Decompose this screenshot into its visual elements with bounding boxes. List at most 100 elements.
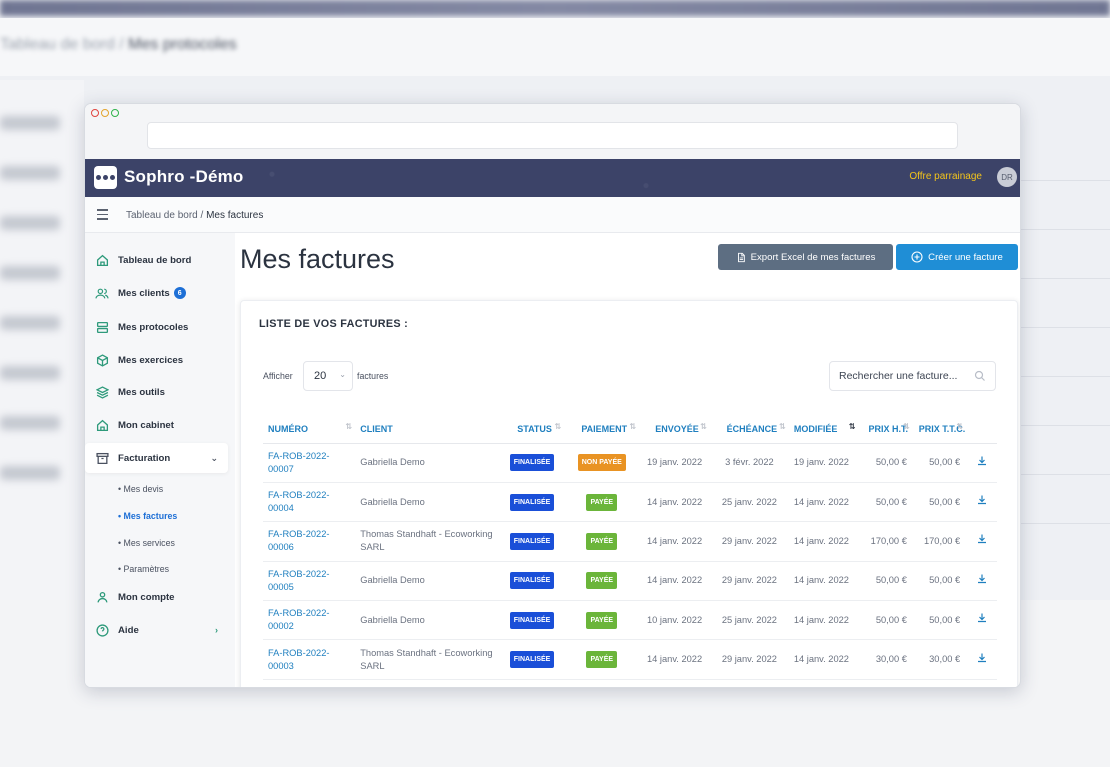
download-cell	[966, 639, 997, 680]
download-icon[interactable]	[976, 455, 988, 467]
invoice-price-ttc: 170,00 €	[912, 521, 967, 562]
invoice-price-ttc: 30,00 €	[912, 639, 967, 680]
invoice-number[interactable]: FA-ROB-2022-00006	[263, 521, 356, 562]
search-box	[829, 361, 996, 391]
breadcrumb-bar: Tableau de bord / Mes factures	[85, 197, 1020, 233]
sidebar-sub-settings[interactable]: • Paramètres	[118, 564, 169, 574]
status-badge: FINALISÉE	[509, 493, 555, 511]
column-header-price-ttc[interactable]: PRIX T.T.C. ⇅	[912, 403, 967, 444]
invoice-client: Thomas Standhaft - Ecoworking SARL	[355, 639, 500, 680]
backdrop-top-bar	[0, 0, 1110, 16]
sidebar-item-help[interactable]: Aide ›	[85, 615, 228, 645]
sidebar-item-account[interactable]: Mon compte	[85, 582, 228, 612]
payment-badge: NON PAYÉE	[577, 454, 626, 472]
invoice-price-ttc: 50,00 €	[912, 443, 967, 483]
breadcrumb-root[interactable]: Tableau de bord	[126, 210, 198, 221]
invoice-number[interactable]: FA-ROB-2022-00002	[263, 600, 356, 641]
table-row[interactable]: FA-ROB-2022-00005 Gabriella Demo FINALISÉE…	[263, 561, 997, 602]
status-badge: FINALISÉE	[509, 611, 555, 629]
file-icon	[737, 252, 745, 262]
table-row[interactable]: FA-ROB-2022-00006 Thomas Standhaft - Ecow…	[263, 521, 997, 562]
maximize-window-dot[interactable]	[111, 109, 119, 117]
sort-icon: ⇅	[629, 421, 637, 431]
download-icon[interactable]	[976, 612, 988, 624]
column-header-modified[interactable]: MODIFIÉE ⇅	[788, 403, 859, 444]
column-header-sent[interactable]: ENVOYÉE ⇅	[639, 403, 710, 444]
sidebar-item-dashboard[interactable]: Tableau de bord	[85, 245, 228, 275]
column-header-payment[interactable]: PAIEMENT ⇅	[564, 403, 640, 444]
sidebar-item-office[interactable]: Mon cabinet	[85, 410, 228, 440]
payment-cell: PAYÉE	[564, 482, 640, 523]
invoice-sent-date: 14 janv. 2022	[639, 639, 710, 680]
breadcrumb: Tableau de bord / Mes factures	[126, 210, 264, 221]
invoice-number[interactable]: FA-ROB-2022-00003	[263, 639, 356, 680]
sidebar-item-tools[interactable]: Mes outils	[85, 377, 228, 407]
invoice-sent-date: 19 janv. 2022	[639, 443, 710, 483]
column-header-price-ht[interactable]: PRIX H.T. ⇅	[858, 403, 913, 444]
table-row[interactable]: FA-ROB-2022-00007 Gabriella Demo FINALISÉE…	[263, 443, 997, 483]
invoice-number[interactable]: FA-ROB-2022-00005	[263, 561, 356, 602]
table-row[interactable]: FA-ROB-2022-00004 Gabriella Demo FINALISÉE…	[263, 482, 997, 523]
close-window-dot[interactable]	[91, 109, 99, 117]
table-row[interactable]: FA-ROB-2022-00003 Thomas Standhaft - Ecow…	[263, 639, 997, 680]
payment-cell: PAYÉE	[564, 639, 640, 680]
sidebar-item-protocols[interactable]: Mes protocoles	[85, 312, 228, 342]
invoice-number[interactable]: FA-ROB-2022-00007	[263, 443, 356, 483]
column-header-due[interactable]: ÉCHÉANCE ⇅	[709, 403, 789, 444]
sidebar-sub-quotes[interactable]: • Mes devis	[118, 484, 164, 494]
page-title: Mes factures	[240, 244, 395, 274]
address-bar[interactable]	[147, 122, 958, 149]
status-cell: FINALISÉE	[499, 521, 565, 562]
search-input[interactable]	[839, 362, 969, 390]
sidebar-item-clients[interactable]: Mes clients 6	[85, 278, 228, 308]
download-icon[interactable]	[976, 533, 988, 545]
sidebar-item-billing[interactable]: Facturation ⌄	[85, 443, 228, 473]
column-header-status[interactable]: STATUS ⇅	[499, 403, 565, 444]
invoice-client: Thomas Standhaft - Ecoworking SARL	[355, 521, 500, 562]
payment-cell: PAYÉE	[564, 561, 640, 602]
archive-icon	[95, 451, 109, 465]
referral-link[interactable]: Offre parrainage	[909, 171, 982, 182]
invoice-price-ht: 170,00 €	[858, 521, 913, 562]
download-icon[interactable]	[976, 494, 988, 506]
sort-icon: ⇅	[345, 421, 353, 431]
users-icon	[95, 286, 109, 300]
backdrop-breadcrumb: Tableau de bord / Mes protocoles	[0, 36, 237, 53]
sidebar: Tableau de bord Mes clients 6 Mes protoc…	[85, 233, 235, 687]
download-icon[interactable]	[976, 573, 988, 585]
invoice-client: Gabriella Demo	[355, 561, 500, 602]
download-icon[interactable]	[976, 652, 988, 664]
column-header-number[interactable]: NUMÉRO ⇅	[263, 403, 356, 444]
invoice-modified-date: 19 janv. 2022	[788, 443, 859, 483]
app-title: Sophro -Démo	[124, 167, 244, 186]
table-row[interactable]: FA-ROB-2022-00002 Gabriella Demo FINALISÉE…	[263, 600, 997, 641]
sidebar-sub-services[interactable]: • Mes services	[118, 538, 175, 548]
per-page-select[interactable]: 20 ⌄	[303, 361, 353, 391]
status-cell: FINALISÉE	[499, 561, 565, 602]
invoice-modified-date: 14 janv. 2022	[788, 561, 859, 602]
payment-badge: PAYÉE	[586, 532, 618, 550]
invoice-modified-date: 14 janv. 2022	[788, 600, 859, 641]
sidebar-sub-invoices[interactable]: • Mes factures	[118, 511, 178, 521]
download-cell	[966, 561, 997, 602]
card-title: LISTE DE VOS FACTURES :	[259, 318, 409, 330]
status-cell: FINALISÉE	[499, 443, 565, 483]
server-icon	[95, 320, 109, 334]
invoice-modified-date: 14 janv. 2022	[788, 482, 859, 523]
app-logo-icon[interactable]	[94, 166, 117, 189]
status-badge: FINALISÉE	[509, 532, 555, 550]
help-circle-icon	[95, 623, 109, 637]
search-icon[interactable]	[974, 370, 986, 382]
invoices-table: NUMÉRO ⇅ CLIENT STATUS ⇅ PAIEMENT ⇅ ENVOYÉE…	[263, 403, 997, 680]
invoice-price-ht: 30,00 €	[858, 639, 913, 680]
minimize-window-dot[interactable]	[101, 109, 109, 117]
invoice-number[interactable]: FA-ROB-2022-00004	[263, 482, 356, 523]
payment-badge: PAYÉE	[586, 611, 618, 629]
column-header-actions	[966, 403, 997, 444]
create-invoice-button[interactable]: Créer une facture	[896, 244, 1018, 270]
menu-icon[interactable]	[97, 209, 108, 223]
sidebar-item-exercises[interactable]: Mes exercices	[85, 345, 228, 375]
column-header-client[interactable]: CLIENT	[355, 403, 500, 444]
avatar[interactable]: DR	[997, 167, 1017, 187]
export-excel-button[interactable]: Export Excel de mes factures	[718, 244, 893, 270]
